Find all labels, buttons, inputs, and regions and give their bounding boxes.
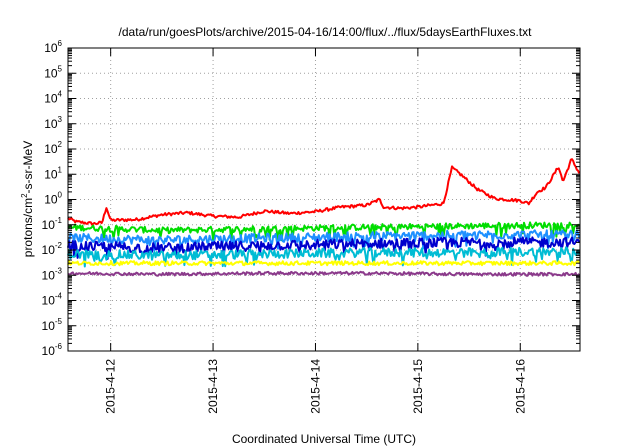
y-tick-exponent: 3 [58,115,63,124]
y-tick-exponent: 6 [58,39,63,48]
x-tick-label: 2015-4-12 [104,359,118,414]
y-tick-exponent: 2 [58,140,63,149]
y-tick-label: 10-5 [42,317,63,333]
x-tick-labels: 2015-4-12 2015-4-13 2015-4-14 2015-4-15 2015… [104,359,528,414]
y-tick-label: 106 [44,39,62,55]
y-tick-mantissa: 10 [44,66,58,80]
y-tick-mantissa: 10 [42,243,56,257]
series-line [67,260,581,267]
series-line [67,236,581,260]
y-tick-mantissa: 10 [44,117,58,131]
axis-ticks [68,47,580,352]
y-tick-exponent: 0 [58,191,63,200]
data-series [67,158,581,277]
chart-title: /data/run/goesPlots/archive/2015-04-16/1… [119,25,533,39]
y-tick-label: 102 [44,140,62,156]
series-line [67,221,580,242]
y-tick-labels: 10610510410310210110010-110-210-310-410-… [42,39,63,358]
x-tick-label: 2015-4-13 [206,359,220,414]
y-tick-exponent: 1 [58,165,63,174]
y-tick-exponent: -3 [55,266,63,275]
y-tick-exponent: -5 [55,317,63,326]
y-tick-mantissa: 10 [44,142,58,156]
series-line [67,158,581,226]
y-tick-label: 103 [44,115,62,131]
y-tick-label: 105 [44,64,62,80]
y-tick-label: 10-4 [42,292,63,308]
y-tick-label: 100 [44,191,62,207]
y-tick-mantissa: 10 [44,41,58,55]
y-tick-mantissa: 10 [42,344,56,358]
y-tick-label: 104 [44,90,62,106]
y-tick-exponent: -6 [55,342,63,351]
y-tick-mantissa: 10 [44,193,58,207]
y-axis-label: protons/cm2-s-sr-MeV [20,141,35,257]
y-tick-mantissa: 10 [42,218,56,232]
y-axis-label-exp: 2 [20,193,29,198]
y-tick-mantissa: 10 [42,268,56,282]
y-tick-label: 10-2 [42,241,63,257]
y-tick-exponent: 5 [58,64,63,73]
series-line [67,229,581,252]
y-tick-mantissa: 10 [42,319,56,333]
y-tick-mantissa: 10 [44,167,58,181]
y-tick-label: 10-6 [42,342,63,358]
y-tick-mantissa: 10 [42,294,56,308]
y-tick-mantissa: 10 [44,92,58,106]
x-axis-label: Coordinated Universal Time (UTC) [232,432,416,446]
x-tick-label: 2015-4-16 [513,359,527,414]
y-axis-label-rest: -s-sr-MeV [21,141,35,194]
x-tick-label: 2015-4-15 [411,359,425,414]
y-axis-label-base: protons/cm [21,198,35,257]
y-tick-exponent: 4 [58,90,63,99]
y-tick-exponent: -1 [55,216,63,225]
series-line [67,270,580,277]
series-line [67,246,581,268]
y-tick-exponent: -2 [55,241,63,250]
y-tick-label: 101 [44,165,62,181]
y-tick-label: 10-3 [42,266,63,282]
y-tick-label: 10-1 [42,216,63,232]
x-tick-label: 2015-4-14 [308,359,322,414]
y-tick-exponent: -4 [55,292,63,301]
